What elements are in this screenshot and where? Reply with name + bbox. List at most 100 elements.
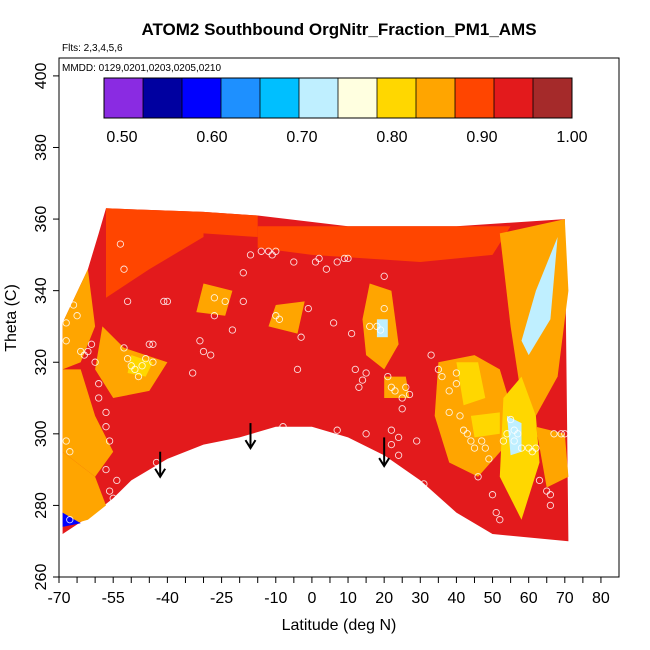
data-point [239,269,247,277]
data-point [434,365,443,374]
descent-arrow [154,451,167,479]
x-tick-label: 50 [484,590,502,607]
data-point [496,516,504,524]
x-tick-label: -25 [210,590,233,607]
heatmap-region [456,362,486,406]
flight-arrows [154,423,391,479]
data-point [402,383,410,391]
data-point [210,312,219,320]
data-point [492,508,500,517]
data-point [561,430,569,438]
data-point [474,473,482,481]
heatmap-region [196,283,233,316]
data-point [105,487,114,495]
data-point [445,387,453,395]
x-tick-label: -10 [264,590,287,607]
data-point [394,433,403,442]
data-point [420,480,428,488]
colorbar-tick-label: 0.50 [106,129,137,146]
data-point [391,387,399,395]
data-point [62,337,70,345]
data-point [394,451,403,459]
data-point [456,412,464,420]
data-point [210,294,219,302]
data-point [532,444,540,452]
heatmap-region [203,211,258,237]
data-point [105,437,114,445]
data-point [196,337,204,345]
colorbar-tick-label: 0.90 [466,129,497,146]
data-point [452,369,461,377]
data-point [116,240,125,248]
data-point [550,430,558,438]
data-point [293,365,302,374]
data-point [351,365,359,374]
y-axis-label: Theta (C) [3,284,20,352]
data-point [149,340,157,348]
colorbar-segment [338,78,378,118]
data-point [380,304,388,313]
colorbar-segment [299,78,339,118]
y-tick-label: 320 [33,349,50,376]
heatmap-region [535,426,569,488]
data-point [510,437,518,445]
data-point [120,265,128,273]
heatmap-region [127,355,153,377]
data-point [134,372,143,381]
data-point [279,423,287,431]
dates-note: MMDD: 0129,0201,0203,0205,0210 [62,63,221,74]
data-point [123,355,132,363]
data-point [95,394,103,402]
data-point [546,501,555,510]
y-tick-label: 360 [33,206,50,233]
chart-title: ATOM2 Southbound OrgNitr_Fraction_PM1_AM… [141,20,536,39]
data-point [467,437,475,445]
y-tick-label: 260 [33,564,50,591]
data-point [340,254,349,263]
y-axis: 260 280 300 320 340 360 380 400 [33,62,59,590]
data-point [358,376,367,384]
data-point [546,491,555,499]
data-point [315,254,323,263]
data-point [333,426,341,434]
colorbar-segment [494,78,534,118]
data-point [463,430,471,438]
heatmap-region [257,226,511,262]
heatmap-region [507,415,522,456]
colorbar-segment [104,78,144,118]
data-point [174,455,182,463]
colorbar: 0.50 0.60 0.70 0.80 0.90 1.00 [103,77,588,146]
data-point [362,369,370,377]
colorbar-tick-label: 1.00 [556,129,587,146]
x-tick-label: 30 [411,590,429,607]
x-tick-label: 40 [448,590,466,607]
data-point [517,444,526,452]
x-tick-label: 80 [592,590,610,607]
data-point [398,394,406,402]
heatmap-regions [62,208,569,542]
colorbar-segment [455,78,495,118]
data-point [66,448,74,456]
data-point [91,358,99,366]
data-point [163,297,172,306]
colorbar-tick-label: 0.60 [196,129,227,146]
data-point [199,347,208,356]
data-point [470,444,479,452]
heatmap-region [62,208,569,542]
data-point [405,390,414,399]
data-point [145,340,153,348]
data-point [109,494,117,502]
data-point [95,380,103,388]
data-point [102,423,110,431]
data-point [488,491,497,499]
data-point [499,437,508,445]
data-point [438,372,446,381]
y-tick-label: 400 [33,62,50,89]
colorbar-segment [533,78,573,118]
data-point [257,247,265,255]
plot-frame [58,57,620,578]
heatmap-region [62,369,114,477]
heatmap-region [62,451,106,527]
data-point [149,358,157,366]
data-point [304,304,312,313]
